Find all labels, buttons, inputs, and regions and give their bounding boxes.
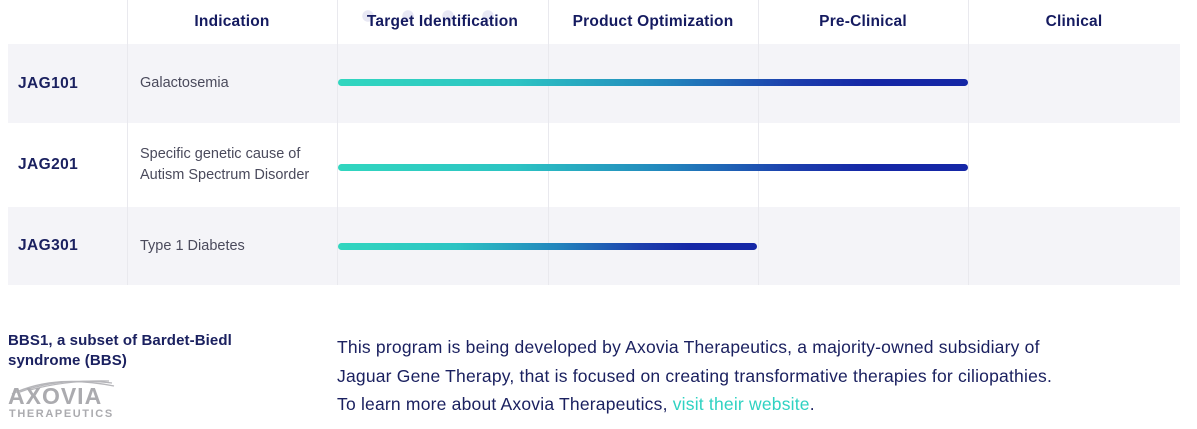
indication-jag301: Type 1 Diabetes (140, 237, 245, 254)
stage-cell (758, 207, 968, 285)
column-divider (337, 0, 338, 285)
stage-cell (968, 207, 1180, 285)
axovia-arcs-icon (11, 380, 115, 395)
indication-jag101: Galactosemia (140, 75, 229, 91)
column-header-clinical: Clinical (1045, 13, 1103, 30)
about-text-after: . (809, 394, 815, 414)
column-divider (968, 0, 969, 285)
footnote-heading: BBS1, a subset of Bardet-Biedl syndrome … (8, 332, 232, 369)
stage-cell (968, 44, 1180, 123)
column-header-pre-clinical: Pre-Clinical (819, 13, 907, 30)
axovia-logo: AXOVIA THERAPEUTICS (8, 373, 120, 423)
column-header-target-identification: Target Identification (366, 13, 519, 30)
column-header-product-optimization: Product Optimization (572, 13, 734, 30)
program-label-jag201: JAG201 (18, 156, 79, 173)
about-paragraph: This program is being developed by Axovi… (337, 333, 1193, 419)
visit-website-link[interactable]: visit their website (672, 394, 810, 414)
pipeline-table: Indication Target Identification Product… (0, 0, 1180, 285)
progress-bar-jag201 (338, 164, 968, 171)
column-divider (548, 0, 549, 285)
stage-cell (968, 123, 1180, 207)
axovia-logo-name: AXOVIA (8, 383, 103, 409)
about-text-before: This program is being developed by Axovi… (337, 337, 1053, 414)
progress-bar-jag101 (338, 79, 968, 86)
column-divider (127, 0, 128, 285)
axovia-logo-subtext: THERAPEUTICS (9, 408, 114, 420)
pipeline-grid: Indication Target Identification Product… (0, 0, 1180, 285)
progress-bar-jag301 (338, 243, 757, 250)
indication-jag201: Specific genetic cause of Autism Spectru… (140, 146, 310, 183)
header-spacer (0, 0, 127, 44)
column-header-indication: Indication (194, 13, 270, 30)
program-label-jag101: JAG101 (18, 74, 79, 92)
program-label-jag301: JAG301 (18, 237, 79, 254)
column-divider (758, 0, 759, 285)
